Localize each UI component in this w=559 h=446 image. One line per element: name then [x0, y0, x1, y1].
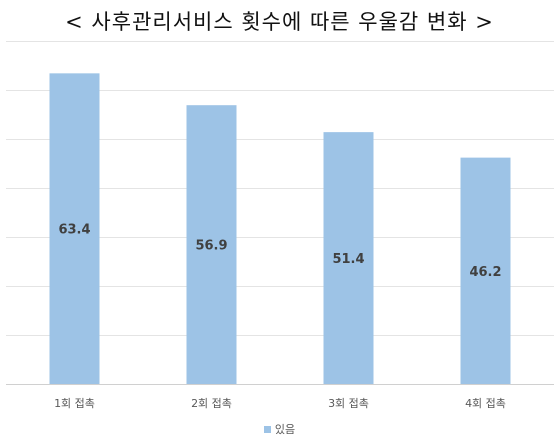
data-label: 56.9	[195, 239, 227, 254]
data-label: 46.2	[469, 265, 501, 280]
bar	[49, 73, 100, 384]
x-tick-label: 2회 접촉	[191, 397, 232, 410]
bar	[186, 105, 237, 384]
bar-chart: 63.4 1회 접촉 56.9 2회 접촉 51.4 3회 접촉 46.2 4회 접촉	[6, 41, 554, 410]
bar	[460, 157, 511, 384]
legend: 있음	[0, 421, 559, 437]
x-tick-label: 1회 접촉	[54, 397, 95, 410]
legend-swatch	[263, 425, 271, 433]
bar	[323, 132, 374, 384]
data-label: 63.4	[58, 223, 90, 238]
x-tick-label: 3회 접촉	[328, 397, 369, 410]
chart-title: < 사후관리서비스 횟수에 따른 우울감 변화 >	[65, 10, 494, 34]
legend-label: 있음	[274, 423, 296, 436]
x-tick-label: 4회 접촉	[465, 397, 506, 410]
data-label: 51.4	[332, 252, 364, 267]
